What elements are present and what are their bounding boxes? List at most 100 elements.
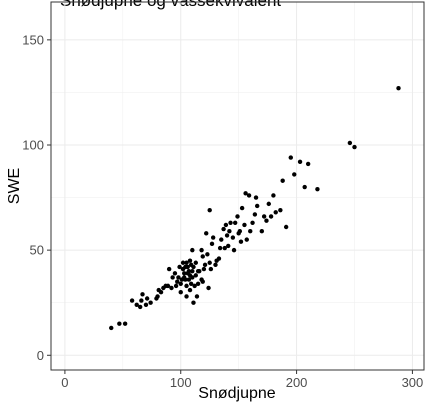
x-axis: 0 100 200 300	[61, 370, 423, 390]
data-point	[278, 207, 283, 213]
data-point	[231, 247, 237, 253]
data-point	[117, 321, 122, 326]
data-point	[134, 302, 139, 308]
data-point	[297, 159, 303, 165]
data-point	[140, 292, 145, 297]
data-point	[144, 296, 150, 301]
data-point	[202, 262, 208, 268]
data-point	[213, 262, 218, 268]
data-point	[228, 220, 233, 225]
y-tick-label: 50	[30, 243, 44, 258]
data-point	[185, 264, 190, 270]
data-point	[207, 260, 212, 265]
data-point	[177, 264, 182, 270]
data-point	[191, 264, 196, 270]
data-point	[271, 193, 276, 198]
data-point	[155, 294, 160, 299]
data-point	[305, 161, 311, 167]
data-point	[226, 243, 231, 249]
data-point	[216, 256, 222, 261]
x-tick-label: 300	[402, 375, 424, 390]
data-point	[193, 260, 198, 265]
data-point	[246, 193, 252, 198]
x-tick-label: 200	[286, 375, 308, 390]
data-point	[192, 283, 197, 289]
x-axis-title: Snødjupne	[198, 385, 275, 402]
data-point	[280, 178, 285, 183]
data-point	[266, 201, 271, 207]
data-point	[217, 245, 223, 251]
data-point	[242, 222, 247, 228]
data-point	[148, 300, 153, 305]
data-point	[261, 214, 267, 219]
data-point	[201, 266, 207, 272]
data-point	[186, 277, 192, 282]
y-tick-label: 100	[22, 137, 44, 152]
data-point	[188, 281, 194, 286]
data-point	[200, 279, 205, 284]
data-point	[347, 140, 353, 146]
data-point	[137, 304, 143, 310]
data-point	[208, 266, 214, 272]
major-gridlines	[51, 2, 424, 370]
data-point	[254, 203, 260, 209]
plot-panel-border	[50, 1, 425, 371]
data-point	[230, 235, 236, 240]
data-point	[206, 285, 211, 291]
data-point	[184, 283, 189, 289]
data-point	[244, 237, 249, 242]
data-point	[178, 289, 183, 295]
data-point	[222, 245, 227, 251]
data-point	[139, 298, 144, 303]
data-point	[264, 218, 269, 223]
data-point	[250, 220, 255, 225]
data-point	[235, 214, 240, 219]
data-point	[195, 281, 201, 286]
data-point	[232, 220, 238, 225]
y-axis: 0 50 100 150	[22, 32, 51, 363]
data-point	[187, 287, 193, 293]
data-point	[199, 247, 204, 253]
data-point	[178, 281, 183, 286]
data-point	[315, 186, 320, 192]
data-point	[352, 144, 357, 150]
data-point	[197, 268, 202, 274]
data-point	[172, 271, 178, 276]
data-point	[176, 275, 181, 280]
data-point	[184, 260, 189, 265]
data-point	[252, 212, 258, 217]
data-point	[158, 289, 164, 295]
data-point	[292, 172, 297, 177]
data-point	[190, 247, 195, 253]
data-point	[207, 207, 212, 213]
data-point	[129, 298, 135, 303]
data-point	[223, 222, 229, 228]
data-point	[109, 325, 114, 331]
data-point	[224, 233, 230, 238]
data-point	[190, 275, 195, 280]
data-point	[288, 155, 293, 160]
data-point	[268, 214, 274, 219]
data-point	[200, 254, 205, 259]
data-point	[169, 285, 174, 291]
data-point	[219, 237, 224, 242]
data-point	[243, 191, 248, 196]
data-point	[194, 294, 200, 299]
x-tick-label: 100	[170, 375, 192, 390]
data-point	[186, 268, 192, 274]
data-point	[190, 268, 195, 274]
data-point	[238, 239, 244, 244]
data-point	[182, 271, 187, 276]
data-point	[237, 229, 243, 234]
data-point	[183, 277, 188, 282]
data-point	[209, 241, 215, 247]
data-point	[122, 321, 128, 326]
data-point	[180, 260, 186, 265]
data-point	[166, 266, 172, 272]
data-point	[248, 229, 253, 234]
minor-gridlines	[51, 2, 424, 370]
data-point	[210, 235, 216, 240]
data-point	[227, 229, 232, 234]
data-point	[396, 86, 401, 91]
